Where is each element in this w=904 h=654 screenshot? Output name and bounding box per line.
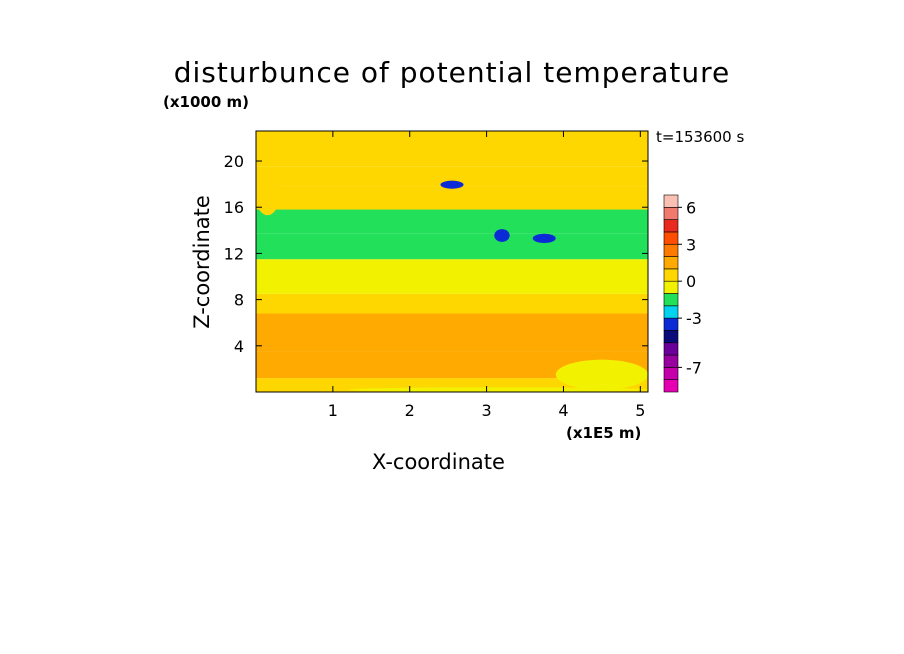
x-axis-unit: (x1E5 m)	[566, 424, 642, 442]
colorbar: 6 3 0 -3 -7	[663, 194, 702, 393]
colorbar-swatch	[663, 342, 679, 356]
colorbar-label: -3	[686, 309, 702, 328]
x-tick-label: 4	[558, 401, 568, 420]
y-tick-label: 8	[234, 291, 244, 310]
contour-band	[256, 209, 648, 234]
contour-patch	[555, 359, 648, 390]
y-axis: 4 8 12 16 20	[224, 152, 648, 356]
colorbar-swatch	[663, 207, 679, 220]
chart-title: disturbunce of potential temperature	[173, 56, 731, 89]
x-tick-label: 3	[481, 401, 491, 420]
colorbar-swatch	[663, 330, 679, 344]
colorbar-swatch	[663, 367, 679, 380]
contour-patch	[532, 233, 556, 244]
colorbar-label: 0	[686, 272, 696, 291]
colorbar-label: -7	[686, 358, 702, 377]
colorbar-label: 3	[686, 235, 696, 254]
plot-area	[256, 131, 648, 392]
y-tick-label: 16	[224, 198, 244, 217]
contour-band	[256, 259, 648, 277]
contour-patch	[309, 327, 356, 343]
plot-frame	[255, 130, 649, 393]
y-tick-label: 4	[234, 337, 244, 356]
colorbar-swatch	[663, 256, 679, 270]
colorbar-swatch	[663, 280, 679, 294]
colorbar-swatch	[663, 243, 679, 257]
x-tick-label: 5	[635, 401, 645, 420]
colorbar-swatch	[663, 305, 679, 319]
contour-band	[256, 233, 648, 260]
contour-patch	[501, 328, 556, 346]
colorbar-swatch	[663, 268, 679, 282]
x-tick-label: 2	[405, 401, 415, 420]
contour-patch	[494, 229, 510, 242]
contour-band	[256, 166, 648, 187]
colorbar-label: 6	[686, 198, 696, 217]
contour-patch	[348, 387, 648, 392]
x-axis: 1 2 3 4 5	[328, 131, 645, 420]
colorbar-swatch	[663, 219, 679, 233]
contour-patch	[309, 134, 364, 158]
y-tick-label: 20	[224, 152, 244, 171]
colorbar-swatch	[663, 317, 679, 331]
x-tick-label: 1	[328, 401, 338, 420]
time-label: t=153600 s	[656, 128, 745, 146]
contour-patch	[256, 178, 280, 216]
y-tick-label: 12	[224, 244, 244, 263]
y-axis-unit: (x1000 m)	[163, 93, 249, 111]
contour-patch	[302, 186, 341, 198]
contour-patch	[440, 180, 464, 189]
colorbar-swatch	[663, 194, 679, 208]
contour-band	[256, 276, 648, 294]
colorbar-swatch	[663, 354, 679, 368]
x-axis-label: X-coordinate	[372, 450, 505, 474]
colorbar-swatch	[663, 231, 679, 245]
contour-band	[256, 186, 648, 210]
colorbar-swatch	[663, 293, 679, 307]
colorbar-swatch	[663, 379, 679, 393]
contour-band	[256, 293, 648, 314]
y-axis-label: Z-coordinate	[190, 195, 214, 329]
